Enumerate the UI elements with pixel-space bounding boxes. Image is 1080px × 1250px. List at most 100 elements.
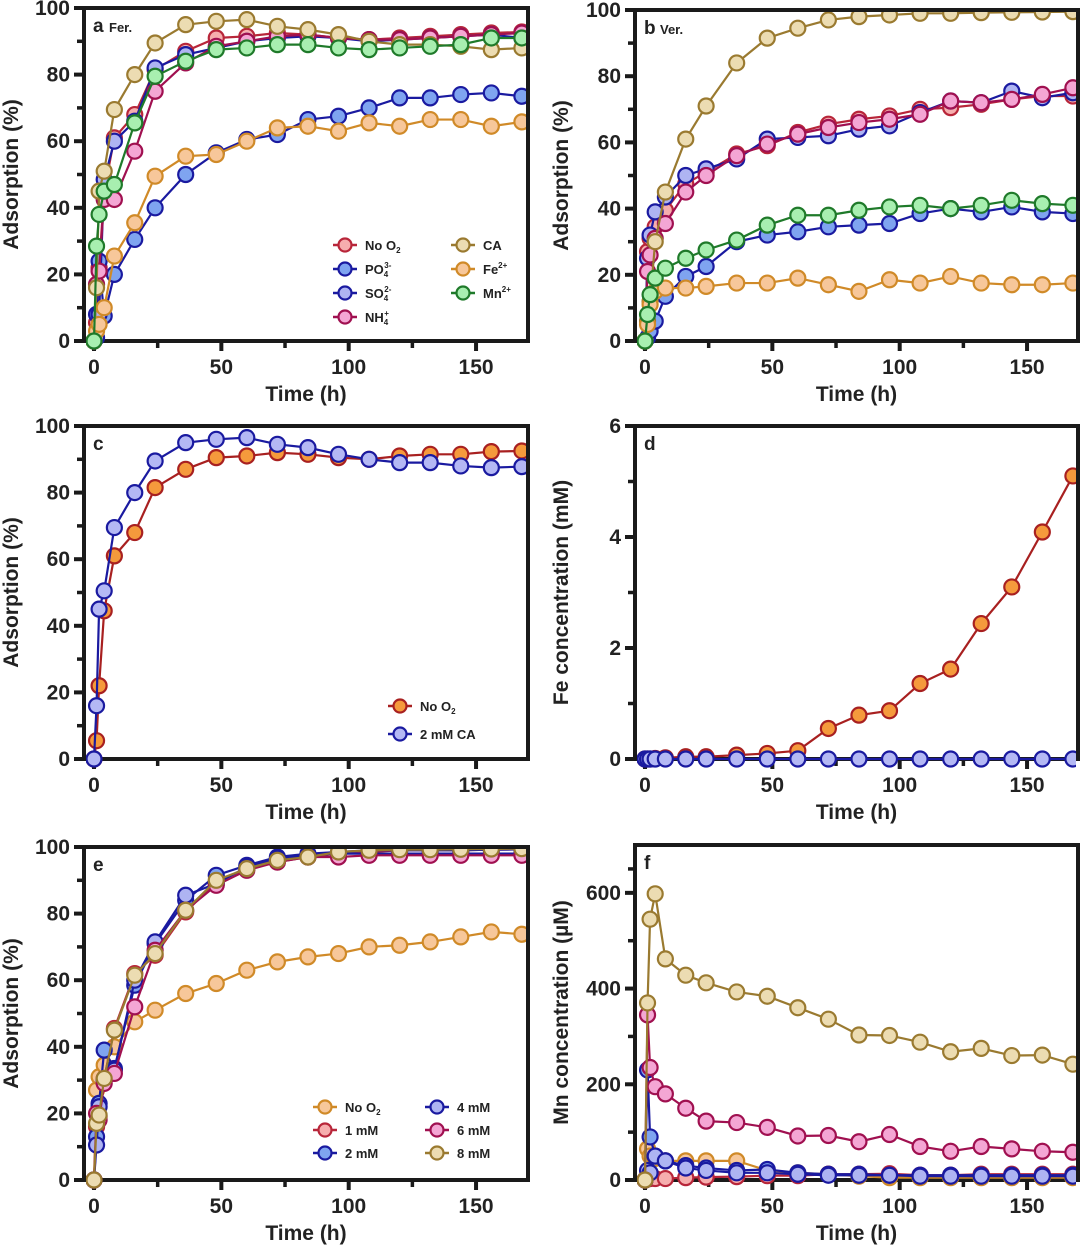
data-point [146, 67, 164, 85]
data-point [972, 1167, 990, 1185]
data-point [942, 92, 960, 110]
data-point [207, 145, 225, 164]
data-point [482, 84, 500, 102]
data-point [637, 1171, 654, 1189]
data-point [1003, 578, 1021, 596]
legend-item: 2 mM [313, 1145, 378, 1161]
data-point [126, 114, 144, 132]
legend-label: 2 mM CA [420, 727, 476, 742]
x-axis-title: Time (h) [816, 383, 897, 406]
data-point [268, 435, 286, 453]
data-point [87, 237, 106, 255]
y-axis-title: Fe concentration (mM) [550, 480, 573, 705]
data-point [299, 36, 317, 54]
data-point [911, 1137, 929, 1156]
data-point [1033, 85, 1051, 104]
data-point [819, 1166, 837, 1184]
data-point [942, 1043, 960, 1061]
data-point [1003, 750, 1021, 768]
data-point [697, 1112, 715, 1130]
data-point [789, 750, 807, 768]
data-point [850, 201, 868, 219]
data-point [1064, 1143, 1076, 1161]
legend-marker [429, 1145, 445, 1161]
data-point [697, 241, 715, 259]
data-point [95, 1069, 113, 1088]
legend-item: 2 mM CA [388, 726, 476, 742]
y-tick-label: 0 [58, 330, 70, 353]
series-group [86, 429, 526, 768]
series-ca [637, 12, 1076, 350]
data-point [105, 100, 123, 119]
x-axis-title: Time (h) [816, 1222, 897, 1245]
data-point [758, 987, 776, 1005]
data-point [207, 449, 225, 467]
data-point [911, 274, 929, 292]
data-point [126, 998, 144, 1016]
data-point [146, 1001, 164, 1019]
data-point [1033, 1142, 1051, 1160]
data-point [482, 849, 500, 858]
data-point [697, 974, 715, 992]
data-point [329, 122, 348, 140]
legend-marker [317, 1122, 333, 1138]
y-tick-label: 60 [47, 130, 70, 153]
data-point [656, 1085, 674, 1103]
data-point [360, 41, 378, 59]
series-fe2- [86, 110, 526, 350]
y-tick-label: 40 [598, 198, 621, 221]
x-tick-label: 100 [331, 1195, 366, 1218]
plot-frame [633, 843, 1080, 1182]
data-point [126, 65, 144, 84]
series-group [637, 885, 1076, 1189]
data-point [789, 206, 807, 224]
data-point [299, 849, 317, 866]
data-point [850, 12, 868, 26]
y-tick-label: 400 [586, 978, 621, 1001]
data-point [656, 1169, 674, 1188]
data-point [819, 118, 837, 137]
data-point [880, 702, 899, 720]
panel-f: 0 200 400 600 0 50 100 150 Time (h) Mn concentrat… [550, 843, 1080, 1245]
legend-item: SO42- [333, 285, 392, 303]
x-tick-label: 0 [88, 356, 100, 379]
legend-label: Fe2+ [483, 261, 508, 277]
x-tick-label: 150 [459, 356, 494, 379]
data-point [880, 214, 899, 233]
series-group [637, 467, 1076, 768]
data-point [880, 110, 899, 128]
data-point [1033, 750, 1051, 768]
data-point [758, 135, 776, 153]
data-point [1064, 1167, 1076, 1185]
data-point [758, 216, 776, 234]
panel-label: c [93, 434, 104, 455]
data-point [513, 29, 526, 47]
data-point [656, 259, 674, 277]
legend-item: 8 mM [425, 1145, 490, 1161]
data-point [126, 230, 144, 249]
data-point [850, 1166, 868, 1184]
data-point [1003, 12, 1021, 21]
data-point [646, 203, 664, 221]
y-tick-label: 100 [35, 836, 70, 859]
y-axis-title: Mn concentration (µM) [550, 900, 573, 1124]
x-tick-label: 100 [882, 774, 917, 797]
x-tick-label: 100 [882, 1195, 917, 1218]
panel-subtitle: Ver. [660, 22, 683, 37]
data-point [728, 1164, 746, 1182]
data-point [819, 276, 837, 294]
series-line [92, 930, 522, 1181]
data-point [360, 114, 378, 132]
data-point [95, 582, 113, 600]
y-tick-label: 60 [47, 548, 70, 571]
series-8-mm [86, 849, 526, 1189]
data-point [391, 849, 409, 859]
panel-label: d [644, 434, 656, 455]
y-tick-label: 60 [47, 969, 70, 992]
data-point [95, 1041, 113, 1059]
series-mn2- [86, 29, 526, 350]
data-point [177, 901, 195, 919]
y-axis-title: Adsorption (%) [0, 99, 23, 249]
data-point [646, 233, 664, 251]
data-point [207, 12, 225, 30]
